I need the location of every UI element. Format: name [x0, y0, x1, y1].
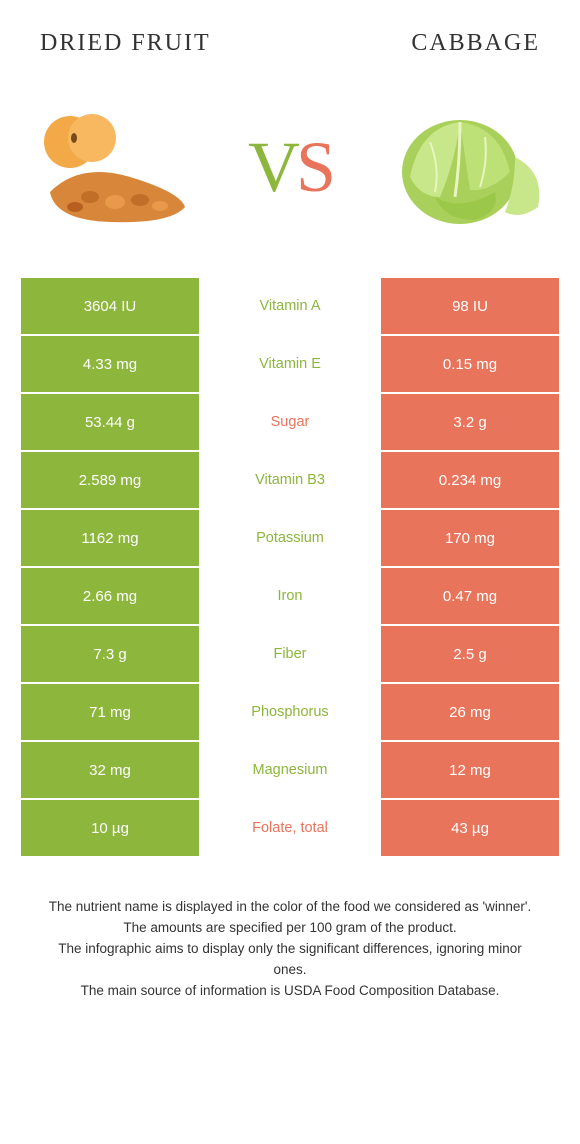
- value-right: 170 mg: [380, 509, 560, 567]
- footnote-line: The main source of information is USDA F…: [40, 981, 540, 1002]
- value-right: 2.5 g: [380, 625, 560, 683]
- value-left: 3604 IU: [20, 277, 200, 335]
- value-left: 32 mg: [20, 741, 200, 799]
- value-right: 0.234 mg: [380, 451, 560, 509]
- value-left: 2.66 mg: [20, 567, 200, 625]
- value-right: 98 IU: [380, 277, 560, 335]
- value-right: 0.47 mg: [380, 567, 560, 625]
- value-left: 7.3 g: [20, 625, 200, 683]
- table-row: 3604 IUVitamin A98 IU: [20, 277, 560, 335]
- footnote-line: The amounts are specified per 100 gram o…: [40, 918, 540, 939]
- dried-fruit-image: [30, 102, 200, 232]
- hero-row: VS: [0, 77, 580, 277]
- value-left: 10 µg: [20, 799, 200, 857]
- value-left: 53.44 g: [20, 393, 200, 451]
- table-row: 7.3 gFiber2.5 g: [20, 625, 560, 683]
- vs-label: VS: [248, 126, 332, 209]
- table-row: 71 mgPhosphorus26 mg: [20, 683, 560, 741]
- table-row: 10 µgFolate, total43 µg: [20, 799, 560, 857]
- nutrient-name: Potassium: [200, 509, 380, 567]
- nutrient-name: Vitamin B3: [200, 451, 380, 509]
- value-left: 71 mg: [20, 683, 200, 741]
- cabbage-icon: [380, 102, 550, 232]
- table-row: 32 mgMagnesium12 mg: [20, 741, 560, 799]
- nutrient-name: Iron: [200, 567, 380, 625]
- value-right: 43 µg: [380, 799, 560, 857]
- nutrient-name: Sugar: [200, 393, 380, 451]
- infographic-container: Dried fruit Cabbage VS: [0, 0, 580, 1022]
- nutrient-table: 3604 IUVitamin A98 IU4.33 mgVitamin E0.1…: [20, 277, 560, 857]
- nutrient-name: Magnesium: [200, 741, 380, 799]
- nutrient-name: Fiber: [200, 625, 380, 683]
- value-right: 0.15 mg: [380, 335, 560, 393]
- table-row: 53.44 gSugar3.2 g: [20, 393, 560, 451]
- value-left: 4.33 mg: [20, 335, 200, 393]
- title-left: Dried fruit: [40, 30, 211, 57]
- footnotes: The nutrient name is displayed in the co…: [0, 857, 580, 1022]
- value-left: 1162 mg: [20, 509, 200, 567]
- footnote-line: The nutrient name is displayed in the co…: [40, 897, 540, 918]
- nutrient-name: Folate, total: [200, 799, 380, 857]
- dried-fruit-icon: [30, 102, 200, 232]
- vs-s: S: [296, 127, 332, 207]
- nutrient-name: Vitamin A: [200, 277, 380, 335]
- vs-v: V: [248, 127, 296, 207]
- table-row: 4.33 mgVitamin E0.15 mg: [20, 335, 560, 393]
- value-right: 12 mg: [380, 741, 560, 799]
- table-row: 2.66 mgIron0.47 mg: [20, 567, 560, 625]
- title-right: Cabbage: [411, 30, 540, 57]
- value-right: 3.2 g: [380, 393, 560, 451]
- footnote-line: The infographic aims to display only the…: [40, 939, 540, 981]
- value-right: 26 mg: [380, 683, 560, 741]
- table-row: 1162 mgPotassium170 mg: [20, 509, 560, 567]
- nutrient-name: Phosphorus: [200, 683, 380, 741]
- header: Dried fruit Cabbage: [0, 0, 580, 77]
- value-left: 2.589 mg: [20, 451, 200, 509]
- cabbage-image: [380, 102, 550, 232]
- nutrient-name: Vitamin E: [200, 335, 380, 393]
- table-row: 2.589 mgVitamin B30.234 mg: [20, 451, 560, 509]
